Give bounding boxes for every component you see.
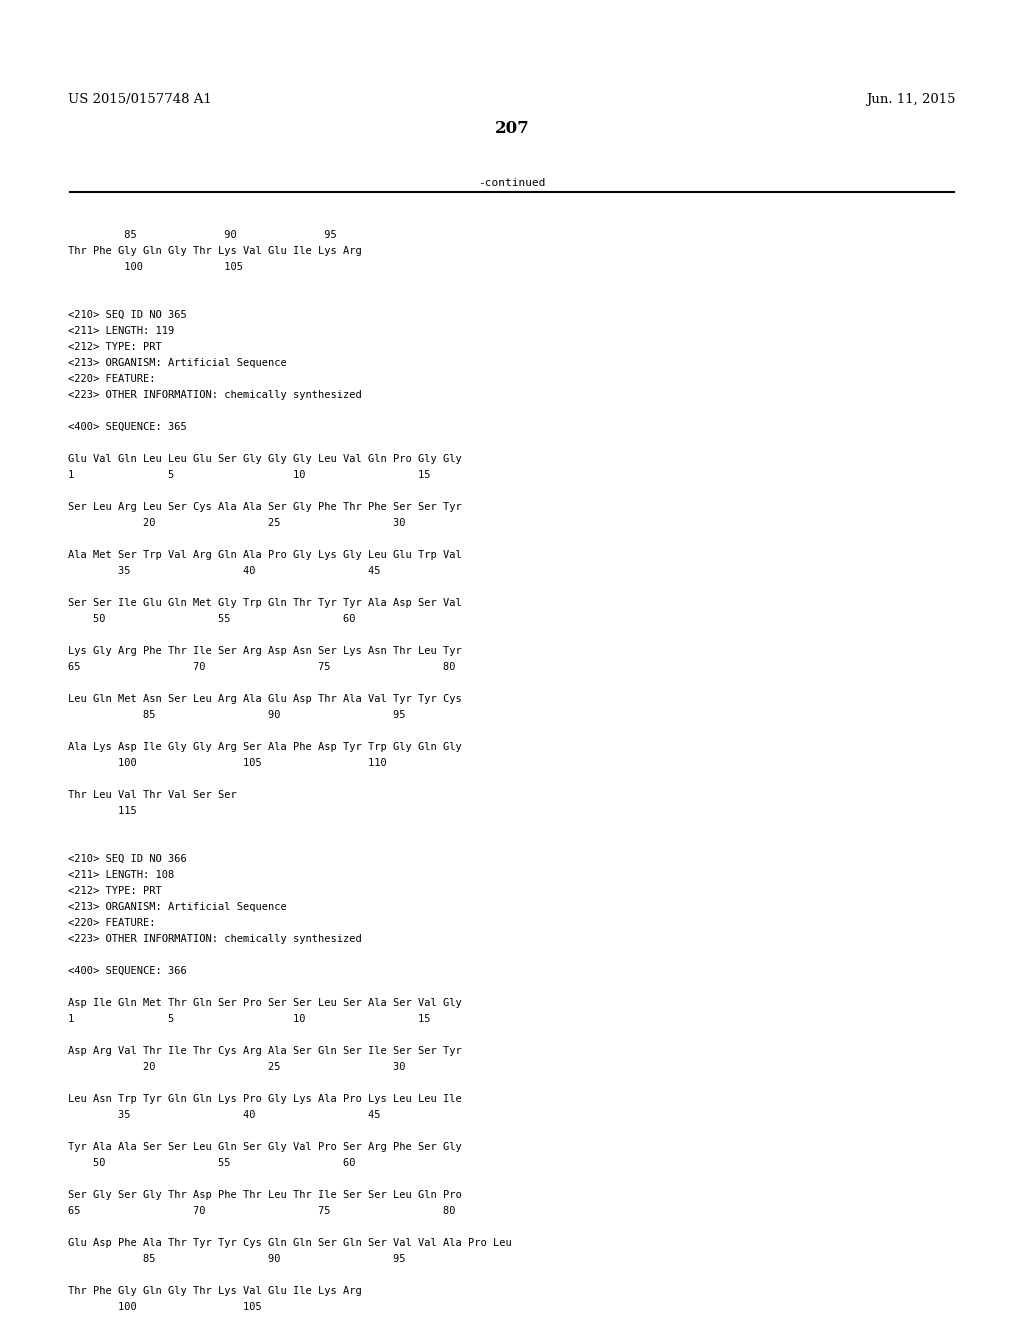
Text: Jun. 11, 2015: Jun. 11, 2015: [866, 92, 956, 106]
Text: Ser Leu Arg Leu Ser Cys Ala Ala Ser Gly Phe Thr Phe Ser Ser Tyr: Ser Leu Arg Leu Ser Cys Ala Ala Ser Gly …: [68, 502, 462, 512]
Text: -continued: -continued: [478, 178, 546, 187]
Text: 115: 115: [68, 807, 137, 816]
Text: 35                  40                  45: 35 40 45: [68, 566, 381, 576]
Text: Asp Arg Val Thr Ile Thr Cys Arg Ala Ser Gln Ser Ile Ser Ser Tyr: Asp Arg Val Thr Ile Thr Cys Arg Ala Ser …: [68, 1045, 462, 1056]
Text: <212> TYPE: PRT: <212> TYPE: PRT: [68, 886, 162, 896]
Text: <223> OTHER INFORMATION: chemically synthesized: <223> OTHER INFORMATION: chemically synt…: [68, 389, 361, 400]
Text: 100             105: 100 105: [68, 261, 243, 272]
Text: 85                  90                  95: 85 90 95: [68, 1254, 406, 1265]
Text: <210> SEQ ID NO 366: <210> SEQ ID NO 366: [68, 854, 186, 865]
Text: Thr Phe Gly Gln Gly Thr Lys Val Glu Ile Lys Arg: Thr Phe Gly Gln Gly Thr Lys Val Glu Ile …: [68, 246, 361, 256]
Text: <400> SEQUENCE: 366: <400> SEQUENCE: 366: [68, 966, 186, 975]
Text: <211> LENGTH: 119: <211> LENGTH: 119: [68, 326, 174, 337]
Text: 85              90              95: 85 90 95: [68, 230, 337, 240]
Text: <400> SEQUENCE: 365: <400> SEQUENCE: 365: [68, 422, 186, 432]
Text: Asp Ile Gln Met Thr Gln Ser Pro Ser Ser Leu Ser Ala Ser Val Gly: Asp Ile Gln Met Thr Gln Ser Pro Ser Ser …: [68, 998, 462, 1008]
Text: 20                  25                  30: 20 25 30: [68, 1063, 406, 1072]
Text: 100                 105                 110: 100 105 110: [68, 758, 387, 768]
Text: <211> LENGTH: 108: <211> LENGTH: 108: [68, 870, 174, 880]
Text: 65                  70                  75                  80: 65 70 75 80: [68, 663, 456, 672]
Text: 207: 207: [495, 120, 529, 137]
Text: Ser Ser Ile Glu Gln Met Gly Trp Gln Thr Tyr Tyr Ala Asp Ser Val: Ser Ser Ile Glu Gln Met Gly Trp Gln Thr …: [68, 598, 462, 609]
Text: 20                  25                  30: 20 25 30: [68, 517, 406, 528]
Text: <220> FEATURE:: <220> FEATURE:: [68, 917, 156, 928]
Text: Tyr Ala Ala Ser Ser Leu Gln Ser Gly Val Pro Ser Arg Phe Ser Gly: Tyr Ala Ala Ser Ser Leu Gln Ser Gly Val …: [68, 1142, 462, 1152]
Text: Thr Phe Gly Gln Gly Thr Lys Val Glu Ile Lys Arg: Thr Phe Gly Gln Gly Thr Lys Val Glu Ile …: [68, 1286, 361, 1296]
Text: 85                  90                  95: 85 90 95: [68, 710, 406, 719]
Text: 100                 105: 100 105: [68, 1302, 262, 1312]
Text: 65                  70                  75                  80: 65 70 75 80: [68, 1206, 456, 1216]
Text: Lys Gly Arg Phe Thr Ile Ser Arg Asp Asn Ser Lys Asn Thr Leu Tyr: Lys Gly Arg Phe Thr Ile Ser Arg Asp Asn …: [68, 645, 462, 656]
Text: <223> OTHER INFORMATION: chemically synthesized: <223> OTHER INFORMATION: chemically synt…: [68, 935, 361, 944]
Text: <220> FEATURE:: <220> FEATURE:: [68, 374, 156, 384]
Text: 1               5                   10                  15: 1 5 10 15: [68, 470, 430, 480]
Text: Ser Gly Ser Gly Thr Asp Phe Thr Leu Thr Ile Ser Ser Leu Gln Pro: Ser Gly Ser Gly Thr Asp Phe Thr Leu Thr …: [68, 1191, 462, 1200]
Text: 50                  55                  60: 50 55 60: [68, 1158, 355, 1168]
Text: Ala Lys Asp Ile Gly Gly Arg Ser Ala Phe Asp Tyr Trp Gly Gln Gly: Ala Lys Asp Ile Gly Gly Arg Ser Ala Phe …: [68, 742, 462, 752]
Text: Glu Asp Phe Ala Thr Tyr Tyr Cys Gln Gln Ser Gln Ser Val Val Ala Pro Leu: Glu Asp Phe Ala Thr Tyr Tyr Cys Gln Gln …: [68, 1238, 512, 1247]
Text: Thr Leu Val Thr Val Ser Ser: Thr Leu Val Thr Val Ser Ser: [68, 789, 237, 800]
Text: <212> TYPE: PRT: <212> TYPE: PRT: [68, 342, 162, 352]
Text: Leu Gln Met Asn Ser Leu Arg Ala Glu Asp Thr Ala Val Tyr Tyr Cys: Leu Gln Met Asn Ser Leu Arg Ala Glu Asp …: [68, 694, 462, 704]
Text: <213> ORGANISM: Artificial Sequence: <213> ORGANISM: Artificial Sequence: [68, 358, 287, 368]
Text: 50                  55                  60: 50 55 60: [68, 614, 355, 624]
Text: Leu Asn Trp Tyr Gln Gln Lys Pro Gly Lys Ala Pro Lys Leu Leu Ile: Leu Asn Trp Tyr Gln Gln Lys Pro Gly Lys …: [68, 1094, 462, 1104]
Text: <213> ORGANISM: Artificial Sequence: <213> ORGANISM: Artificial Sequence: [68, 902, 287, 912]
Text: Ala Met Ser Trp Val Arg Gln Ala Pro Gly Lys Gly Leu Glu Trp Val: Ala Met Ser Trp Val Arg Gln Ala Pro Gly …: [68, 550, 462, 560]
Text: 1               5                   10                  15: 1 5 10 15: [68, 1014, 430, 1024]
Text: 35                  40                  45: 35 40 45: [68, 1110, 381, 1119]
Text: Glu Val Gln Leu Leu Glu Ser Gly Gly Gly Leu Val Gln Pro Gly Gly: Glu Val Gln Leu Leu Glu Ser Gly Gly Gly …: [68, 454, 462, 465]
Text: <210> SEQ ID NO 365: <210> SEQ ID NO 365: [68, 310, 186, 319]
Text: US 2015/0157748 A1: US 2015/0157748 A1: [68, 92, 212, 106]
